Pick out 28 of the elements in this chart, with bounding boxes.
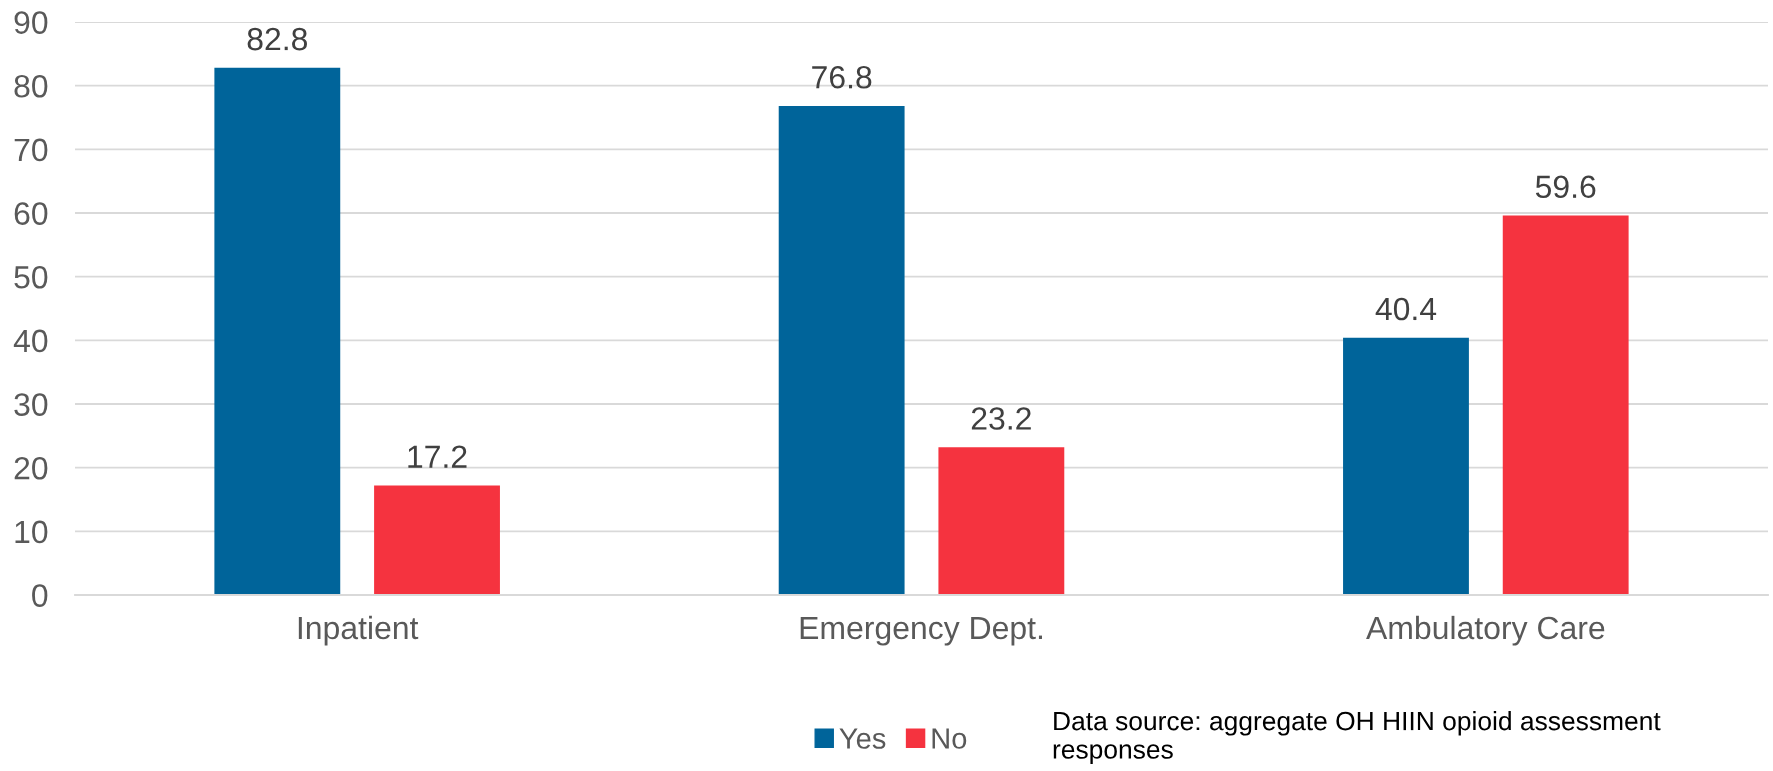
bar (938, 447, 1065, 595)
x-tick-label: Inpatient (298, 615, 419, 646)
legend-label: No (932, 728, 967, 749)
bar (1502, 215, 1629, 595)
y-tick-label: 50 (14, 265, 48, 289)
data-label: 17.2 (408, 445, 467, 468)
data-label: 76.8 (812, 65, 872, 89)
data-label: 40.4 (1375, 297, 1437, 321)
bar (214, 67, 341, 595)
data-label: 23.2 (971, 407, 1031, 430)
x-tick-label: Emergency Dept. (800, 617, 1042, 646)
data-label: 59.6 (1535, 175, 1596, 199)
y-tick-label: 70 (14, 138, 48, 162)
y-tick-label: 10 (15, 520, 48, 544)
bar (778, 106, 905, 595)
data-label: 82.8 (247, 27, 308, 51)
legend-label: Yes (839, 728, 886, 749)
y-tick-label: 40 (13, 329, 48, 353)
y-tick-label: 20 (14, 456, 48, 480)
y-tick-label: 30 (14, 393, 48, 416)
y-tick-label: 80 (14, 74, 48, 98)
source-note: Data source: aggregate OH HIIN opioid assessment responses (1053, 711, 1661, 765)
y-tick-label: 0 (32, 584, 48, 607)
bar (1343, 337, 1469, 595)
y-tick-label: 60 (14, 202, 48, 225)
bar (374, 485, 500, 595)
y-tick-label: 90 (14, 11, 48, 34)
x-tick-label: Ambulatory Care (1366, 615, 1605, 646)
